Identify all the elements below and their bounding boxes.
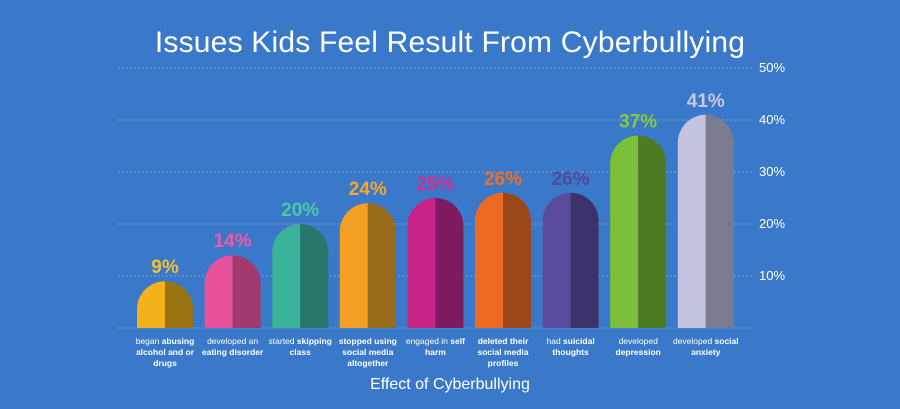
data-label: 37% bbox=[619, 112, 657, 133]
bar-right-half bbox=[503, 192, 531, 328]
bar-left-half bbox=[339, 203, 368, 328]
x-axis-title: Effect of Cyberbullying bbox=[370, 376, 530, 393]
bar-left-half bbox=[475, 192, 503, 328]
x-tick-label: started skipping class bbox=[268, 336, 332, 357]
y-tick-label: 50% bbox=[759, 60, 785, 75]
bar-right-half bbox=[435, 198, 464, 328]
bar-left-half bbox=[407, 198, 436, 328]
data-label: 26% bbox=[484, 169, 522, 190]
bar-right-half bbox=[705, 114, 734, 328]
data-label: 25% bbox=[416, 174, 454, 195]
x-tick-label: stopped using social media altogether bbox=[338, 336, 397, 368]
x-tick-label: developed an eating disorder bbox=[201, 336, 264, 357]
x-tick-label: developed depression bbox=[615, 336, 661, 357]
x-tick-label: had suicidal thoughts bbox=[546, 336, 595, 357]
bar-left-half bbox=[272, 224, 301, 328]
bar-right-half bbox=[300, 224, 329, 328]
chart-title: Issues Kids Feel Result From Cyberbullyi… bbox=[154, 26, 746, 59]
data-label: 41% bbox=[687, 91, 725, 112]
bar-right-half bbox=[367, 203, 396, 328]
data-label: 14% bbox=[214, 231, 252, 252]
x-tick-label: engaged in self harm bbox=[405, 336, 465, 357]
x-tick-label: deleted their social media profiles bbox=[477, 336, 529, 368]
y-tick-label: 30% bbox=[759, 164, 785, 179]
data-label: 24% bbox=[349, 179, 387, 200]
y-tick-label: 20% bbox=[759, 216, 785, 231]
bar-left-half bbox=[137, 281, 165, 328]
bar-right-half bbox=[638, 135, 667, 328]
bar-right-half bbox=[570, 192, 599, 328]
bar-left-half bbox=[610, 135, 639, 328]
data-label: 20% bbox=[281, 200, 319, 221]
y-tick-label: 40% bbox=[759, 112, 785, 127]
bar-right-half bbox=[232, 255, 261, 328]
bar-right-half bbox=[165, 281, 193, 328]
bar-left-half bbox=[204, 255, 233, 328]
data-label: 9% bbox=[151, 257, 179, 278]
x-tick-label: developed social anxiety bbox=[672, 336, 739, 357]
bar-left-half bbox=[542, 192, 571, 328]
y-tick-label: 10% bbox=[759, 268, 785, 283]
bar-left-half bbox=[677, 114, 706, 328]
x-tick-label: began abusing alcohol and or drugs bbox=[135, 336, 195, 368]
data-label: 26% bbox=[552, 169, 590, 190]
